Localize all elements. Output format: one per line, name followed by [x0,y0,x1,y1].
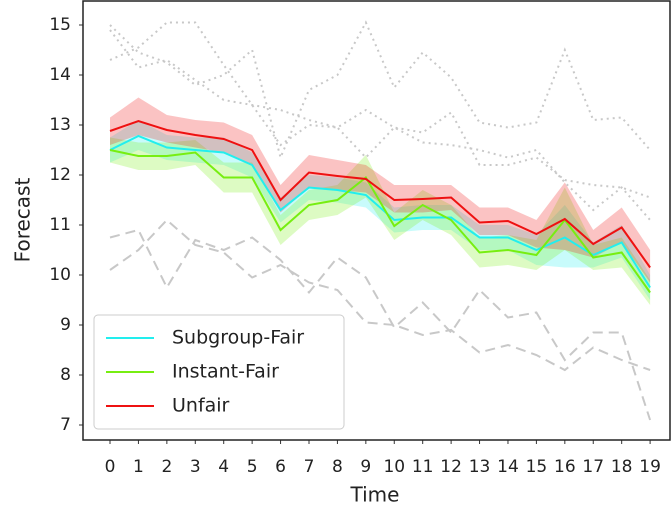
y-tick-label: 15 [49,15,71,35]
series-line [109,149,651,294]
y-tick-label: 11 [49,215,71,235]
y-tick-label: 12 [49,165,71,185]
x-tick-label: 1 [133,457,144,477]
series-line [109,119,651,269]
x-tick-label: 16 [554,457,576,477]
x-tick-label: 4 [218,457,229,477]
x-tick-label: 2 [161,457,172,477]
y-tick-label: 7 [60,415,71,435]
y-tick-label: 8 [60,365,71,385]
x-tick-label: 6 [275,457,286,477]
sample-line [109,228,652,421]
x-tick-label: 15 [526,457,548,477]
plot-frame [82,0,671,441]
legend-label: Unfair [172,395,230,417]
x-tick-label: 8 [332,457,343,477]
legend-label: Subgroup-Fair [172,327,304,349]
y-tick-label: 9 [60,315,71,335]
y-tick-label: 14 [49,65,71,85]
x-tick-label: 13 [469,457,491,477]
y-tick-label: 13 [49,115,71,135]
x-tick-label: 12 [440,457,462,477]
x-tick-label: 19 [639,457,661,477]
series-line [109,134,651,289]
confidence-band [110,120,651,300]
legend-box [93,314,345,430]
x-tick-label: 11 [412,457,434,477]
sample-line [109,218,651,372]
x-tick-label: 9 [360,457,371,477]
x-tick-label: 10 [383,457,405,477]
x-axis-label: Time [350,483,400,507]
x-tick-label: 5 [247,457,258,477]
x-tick-label: 14 [497,457,519,477]
sample-line [109,21,651,199]
sample-line [109,29,651,221]
legend-label: Instant-Fair [172,361,279,383]
x-tick-label: 0 [105,457,116,477]
y-axis-label: Forecast [11,178,35,263]
confidence-band [110,137,651,305]
y-tick-label: 10 [49,265,71,285]
x-tick-label: 3 [190,457,201,477]
x-tick-label: 18 [611,457,633,477]
x-tick-label: 7 [304,457,315,477]
legend: Subgroup-Fair Instant-Fair Unfair [93,314,345,430]
x-tick-label: 17 [582,457,604,477]
